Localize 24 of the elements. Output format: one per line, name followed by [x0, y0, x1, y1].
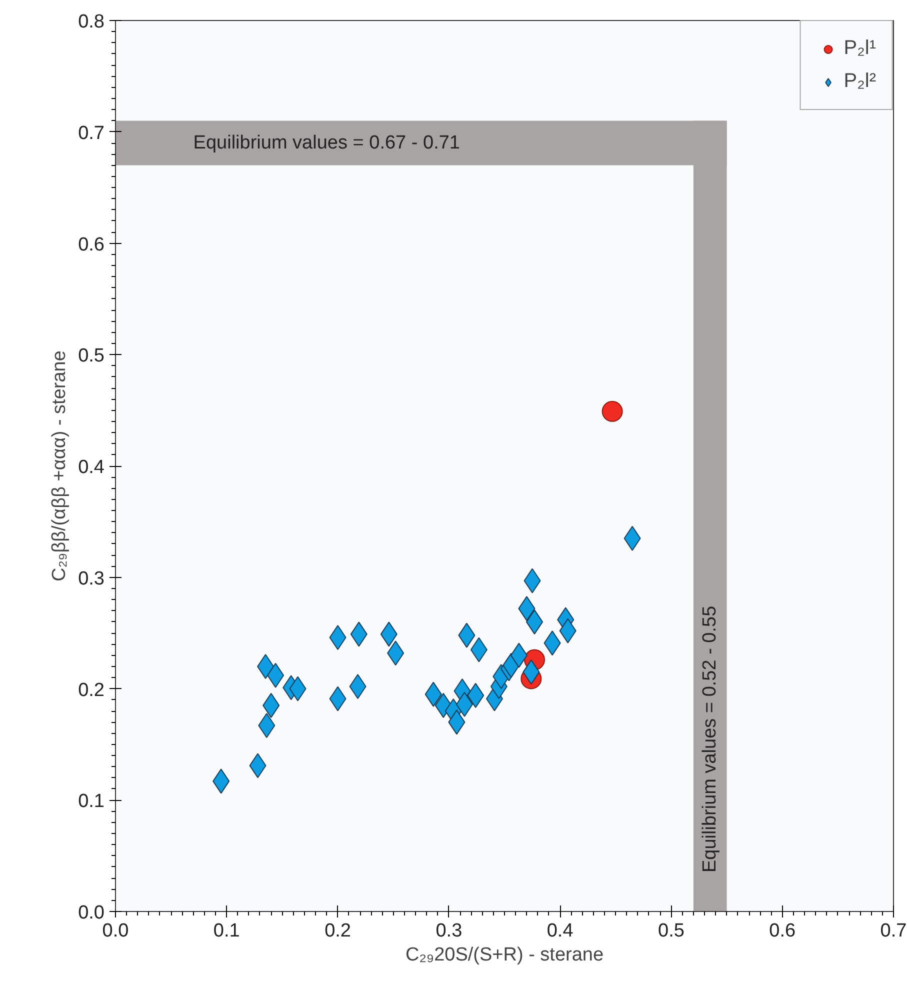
x-tick-label: 0.2 [324, 920, 351, 942]
x-tick-label: 0.3 [436, 920, 462, 942]
x-tick-label: 0.7 [880, 920, 907, 942]
x-tick-label: 0.0 [102, 920, 129, 942]
y-tick-label: 0.1 [78, 791, 105, 812]
y-axis-title: C₂₉ββ/(αββ +ααα) - sterane [49, 350, 70, 582]
point [602, 400, 623, 422]
legend-label: P₂l¹ [844, 37, 876, 60]
y-tick-label: 0.7 [78, 122, 105, 144]
x-axis-title: C₂₉20S/(S+R) - sterane [405, 944, 604, 966]
legend-label: P₂l² [844, 70, 876, 93]
y-tick-label: 0.3 [78, 568, 105, 590]
y-tick-label: 0.2 [78, 680, 105, 701]
x-tick-label: 0.1 [213, 920, 240, 942]
y-tick-label: 0.0 [78, 902, 105, 924]
y-tick-label: 0.4 [78, 457, 105, 478]
y-tick-label: 0.8 [78, 12, 105, 32]
band-label: Equilibrium values = 0.67 - 0.71 [193, 132, 460, 154]
band-label: Equilibrium values = 0.52 - 0.55 [700, 606, 721, 873]
x-tick-label: 0.4 [546, 920, 574, 942]
x-tick-label: 0.5 [658, 920, 684, 942]
y-tick-label: 0.5 [78, 346, 105, 367]
x-tick-label: 0.6 [769, 920, 796, 942]
y-tick-label: 0.6 [78, 234, 105, 256]
